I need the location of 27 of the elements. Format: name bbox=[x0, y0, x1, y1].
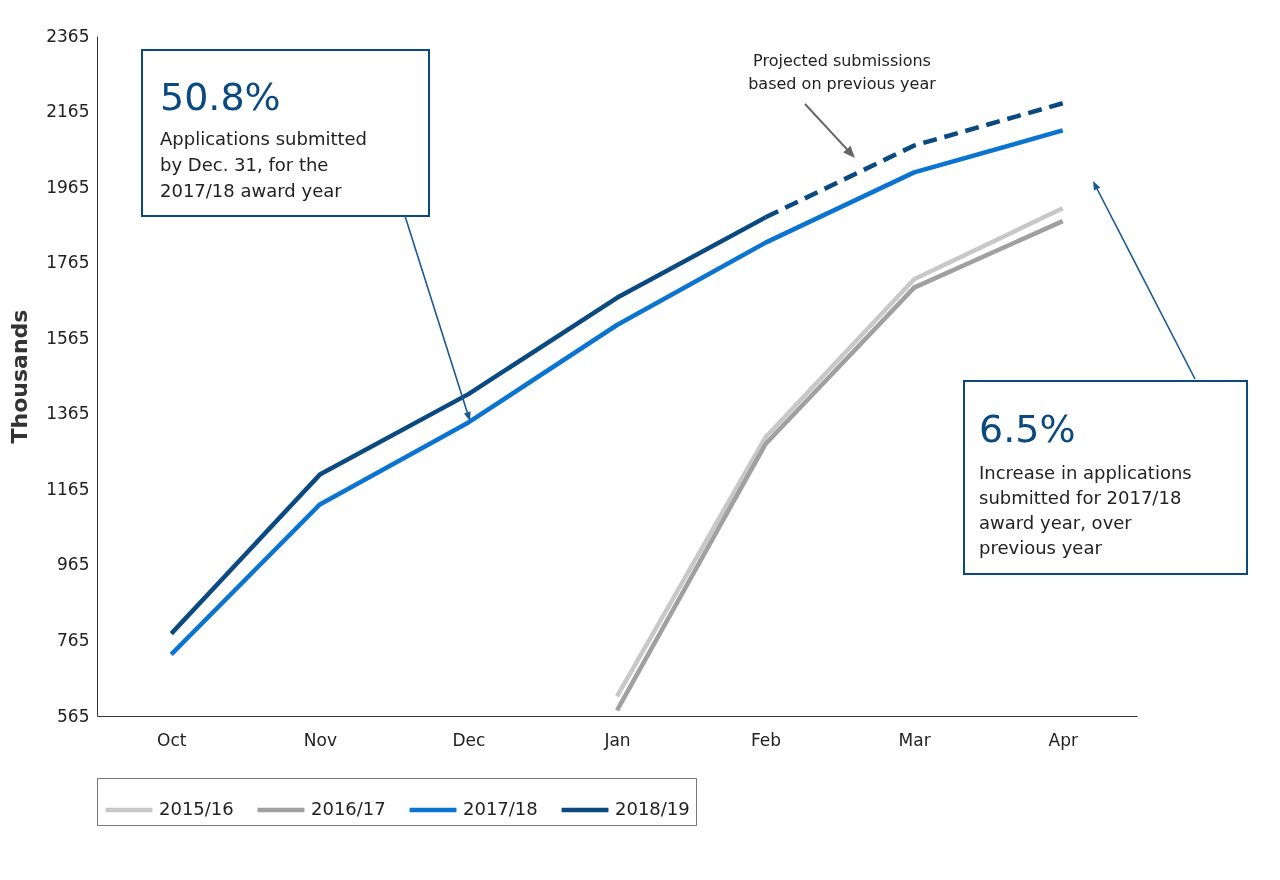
x-tick-label: Feb bbox=[751, 729, 782, 750]
y-tick-label: 1765 bbox=[46, 252, 90, 273]
annotation: Increase in applications submitted for 2017/18 award year, over previous year bbox=[979, 462, 1192, 558]
x-tick-label: Jan bbox=[603, 729, 631, 750]
y-tick-label: 2165 bbox=[46, 101, 90, 122]
annotation: Applications submitted by Dec. 31, for the 2017/18 award year bbox=[160, 128, 368, 201]
x-tick-label: Mar bbox=[898, 729, 931, 750]
annotation: 6.5% bbox=[979, 407, 1076, 451]
x-tick-label: Nov bbox=[303, 729, 337, 750]
y-tick-label: 1165 bbox=[46, 478, 90, 499]
y-tick-label: 1565 bbox=[46, 327, 90, 348]
y-tick-label: 765 bbox=[57, 629, 90, 650]
legend-label: 2017/18 bbox=[463, 798, 538, 819]
y-tick-label: 565 bbox=[57, 705, 90, 726]
x-tick-label: Apr bbox=[1048, 729, 1078, 750]
y-tick-label: 1965 bbox=[46, 176, 90, 197]
annotation: Projected submissions based on previous year bbox=[748, 51, 937, 93]
legend-label: 2015/16 bbox=[159, 798, 234, 819]
x-tick-label: Oct bbox=[157, 729, 187, 750]
x-tick-label: Dec bbox=[452, 729, 486, 750]
legend-label: 2016/17 bbox=[311, 798, 386, 819]
y-axis-title: Thousands bbox=[7, 309, 33, 444]
legend-label: 2018/19 bbox=[615, 798, 690, 819]
y-tick-label: 1365 bbox=[46, 403, 90, 424]
annotation: 50.8% bbox=[160, 75, 281, 119]
y-tick-label: 965 bbox=[57, 554, 90, 575]
y-tick-label: 2365 bbox=[46, 25, 90, 46]
